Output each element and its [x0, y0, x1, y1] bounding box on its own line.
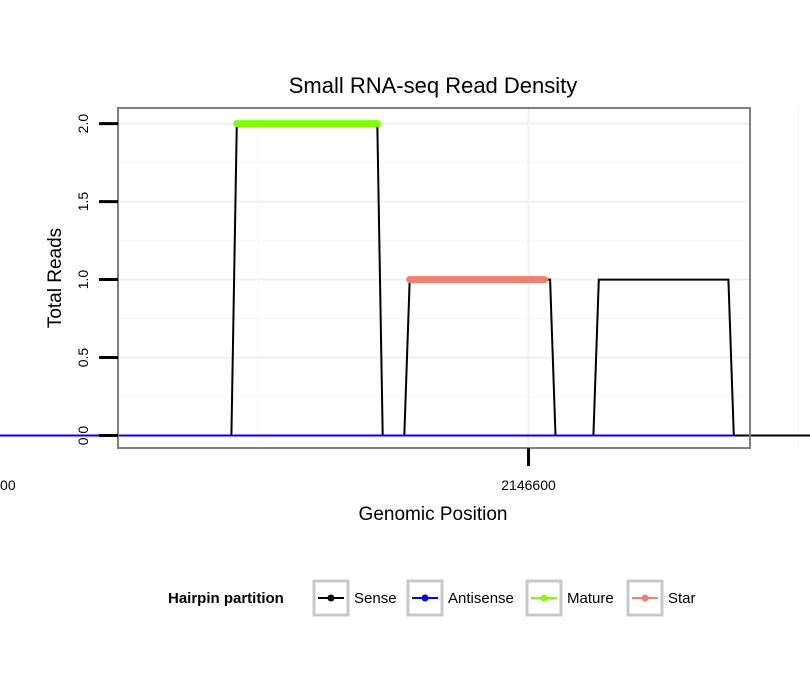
y-axis: 0.0 0.5 1.0 1.5 2.0 [75, 114, 118, 446]
chart-title: Small RNA-seq Read Density [289, 73, 578, 98]
x-axis: 2146700 2146600 [0, 448, 556, 493]
y-axis-title: Total Reads [45, 228, 66, 328]
grid-lines [118, 108, 800, 448]
legend-label-antisense: Antisense [448, 590, 514, 607]
x-axis-title: Genomic Position [359, 504, 508, 525]
plot-panel-border [117, 107, 751, 449]
legend-key-dot-mature [540, 594, 548, 602]
legend-key-dot-star [641, 594, 649, 602]
series-lines [0, 120, 810, 437]
legend: Hairpin partition Sense Antisense Mature St… [168, 579, 696, 617]
y-tick-label: 1.0 [75, 270, 91, 290]
legend-label-sense: Sense [354, 590, 397, 607]
y-tick-label: 2.0 [75, 114, 91, 134]
legend-key-dot-sense [327, 594, 335, 602]
y-tick-label: 1.5 [75, 192, 91, 212]
legend-label-star: Star [668, 590, 696, 607]
x-tick-label: 2146600 [501, 477, 556, 493]
legend-key-dot-antisense [421, 594, 429, 602]
legend-label-mature: Mature [567, 590, 614, 607]
x-tick-label: 2146700 [0, 477, 16, 493]
y-tick-label: 0.0 [75, 426, 91, 446]
legend-title: Hairpin partition [168, 590, 284, 607]
y-tick-label: 0.5 [75, 348, 91, 368]
